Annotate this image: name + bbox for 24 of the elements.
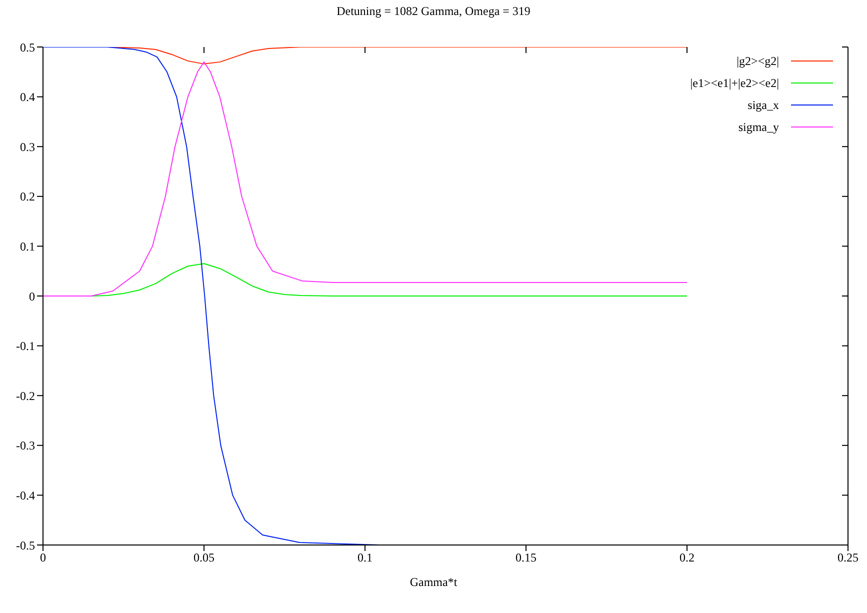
legend-label: siga_x [748, 98, 779, 112]
y-tick-label: -0.1 [16, 339, 35, 354]
y-tick-label: 0.2 [20, 190, 35, 204]
y-tick-label: 0.4 [20, 90, 35, 104]
legend-label: |e1><e1|+|e2><e2| [690, 76, 779, 90]
y-tick-label: 0.5 [20, 40, 35, 54]
x-tick-label: 0.2 [680, 550, 694, 565]
y-tick-label: -0.3 [16, 438, 35, 453]
x-axis-title: Gamma*t [408, 575, 458, 590]
x-tick-label: 0 [40, 550, 46, 565]
y-tick-label: -0.4 [16, 488, 35, 502]
x-tick-label: 0.25 [838, 550, 858, 565]
chart-title: Detuning = 1082 Gamma, Omega = 319 [336, 4, 532, 19]
y-tick-label: -0.2 [16, 388, 35, 403]
legend-label: sigma_y [738, 120, 779, 134]
y-tick-label: 0.1 [20, 239, 35, 254]
y-tick-label: 0 [29, 289, 35, 304]
y-tick-label: 0.3 [20, 140, 35, 154]
x-tick-label: 0.1 [358, 550, 372, 565]
y-tick-label: -0.5 [16, 538, 35, 552]
x-tick-label: 0.05 [194, 550, 214, 565]
line-series [43, 61, 688, 296]
x-tick-label: 0.15 [516, 550, 536, 565]
legend-label: |g2><g2| [736, 54, 779, 68]
